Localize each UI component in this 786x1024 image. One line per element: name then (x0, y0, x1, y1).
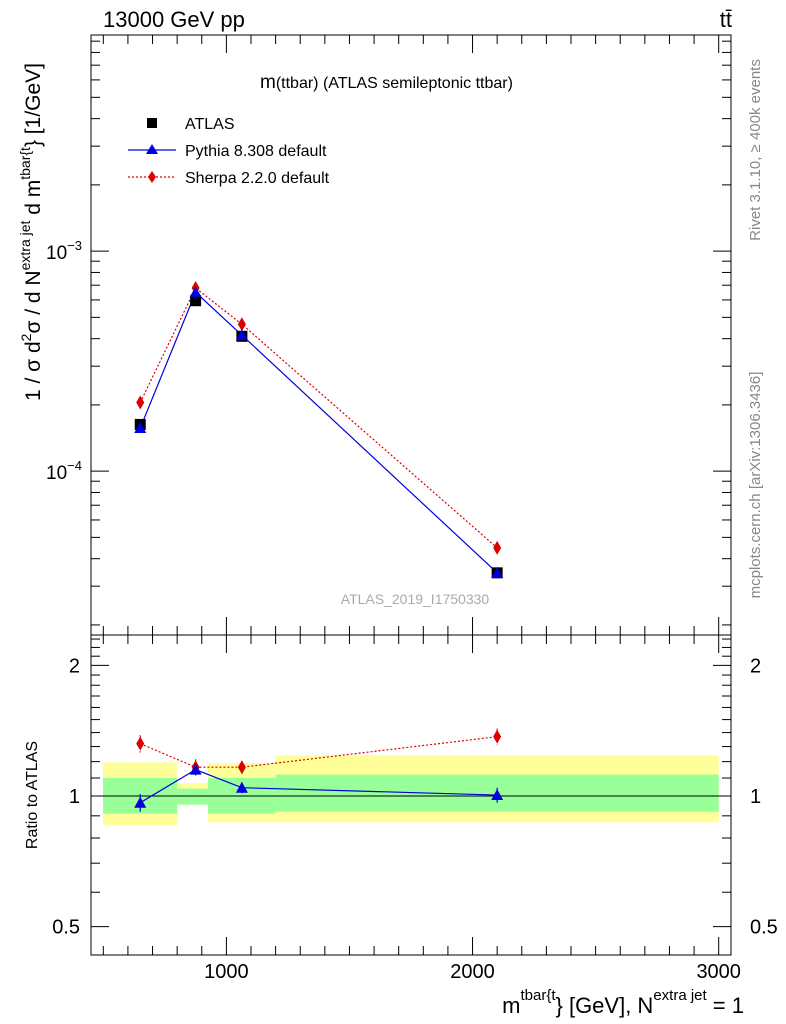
rivet-label: Rivet 3.1.10, ≥ 400k events (747, 59, 764, 241)
process-label: tt̄ (720, 7, 732, 32)
energy-label: 13000 GeV pp (103, 7, 245, 32)
ytick-label-1e-4: 10−4 (46, 458, 82, 484)
main-plot-panel: m(ttbar) (ATLAS semileptonic ttbar) ATLA… (17, 34, 732, 636)
xlabel-part: = 1 (707, 993, 744, 1018)
main-series-points (134, 280, 504, 579)
analysis-watermark: ATLAS_2019_I1750330 (341, 591, 490, 607)
plot-title-main: m (260, 72, 276, 93)
ytick-exp: −3 (67, 238, 82, 253)
ytick-base: 10 (46, 463, 67, 484)
xlabel: mtbar{t} [GeV], Nextra jet = 1 (502, 987, 744, 1018)
ratio-point-triangle (235, 781, 248, 793)
main-series-lines (139, 287, 498, 574)
ratio-ylabel: Ratio to ATLAS (24, 741, 41, 849)
ratio-ytick-label: 2 (69, 655, 80, 677)
legend: ATLAS Pythia 8.308 default Sherpa 2.2.0 … (128, 116, 330, 187)
main-axis-ticks (91, 35, 731, 635)
xlabel-sup: tbar{t (520, 987, 556, 1004)
xtick-label: 3000 (696, 961, 741, 983)
legend-atlas-marker (147, 118, 157, 128)
data-point-diamond (237, 317, 246, 332)
plot-title: m(ttbar) (ATLAS semileptonic ttbar) (260, 72, 513, 93)
legend-sherpa-marker (148, 171, 156, 183)
legend-atlas-label: ATLAS (185, 116, 235, 133)
ratio-point-triangle (189, 763, 202, 775)
ratio-axis-ticks (91, 635, 731, 955)
data-point-triangle (491, 566, 504, 578)
ratio-series-points (134, 728, 504, 812)
xtick-label: 2000 (450, 961, 495, 983)
ratio-point-diamond (136, 736, 145, 751)
data-point-triangle (189, 286, 202, 298)
ratio-ytick-label: 0.5 (52, 917, 80, 939)
ylabel-part: σ / d N (22, 270, 45, 333)
legend-pythia-marker (146, 144, 158, 154)
ratio-point-diamond (237, 760, 246, 775)
ylabel-sup: tbar{t (17, 147, 33, 180)
ratio-ytick-label: 1 (69, 786, 80, 808)
ylabel-sup: extra jet (17, 220, 33, 270)
ylabel-part: 1 / σ d (22, 341, 45, 401)
ylabel-part: } [1/GeV] (22, 63, 45, 147)
ratio-ytick-label-right: 0.5 (750, 917, 778, 939)
ratio-ytick-label-right: 2 (750, 655, 761, 677)
ratio-point-diamond (493, 729, 502, 744)
ratio-plot-frame (90, 634, 732, 956)
xlabel-part: } [GeV], N (556, 993, 654, 1018)
xlabel-part: m (502, 993, 520, 1018)
ratio-point-triangle (134, 796, 147, 808)
plot-title-paren: (ttbar) (276, 75, 319, 92)
ratio-ytick-labels: 2 2 1 1 0.5 0.5 (52, 655, 778, 938)
xtick-labels: 1000 2000 3000 (204, 961, 741, 983)
plot-title-rest: (ATLAS semileptonic ttbar) (319, 75, 513, 92)
xlabel-sup: extra jet (653, 987, 707, 1004)
main-ylabel: 1 / σ d2σ / d Nextra jet d mtbar{t} [1/G… (17, 63, 45, 401)
data-point-triangle (134, 422, 147, 434)
xtick-label: 1000 (204, 961, 249, 983)
ratio-ytick-label-right: 1 (750, 786, 761, 808)
main-ytick-labels: 10−3 10−4 (46, 238, 82, 484)
data-point-square (190, 295, 202, 307)
ratio-point-triangle (491, 789, 504, 801)
series-line-1 (139, 291, 498, 574)
ratio-plot-panel: 2 2 1 1 0.5 0.5 1000 2000 3000 Ratio to ATLAS m… (24, 634, 778, 1018)
ytick-label-1e-3: 10−3 (46, 238, 82, 264)
ylabel-sup: 2 (18, 333, 34, 341)
ytick-exp: −4 (67, 458, 82, 473)
series-line-2 (139, 287, 498, 549)
legend-sherpa-label: Sherpa 2.2.0 default (185, 170, 330, 187)
ytick-base: 10 (46, 243, 67, 264)
ratio-series-lines (139, 736, 498, 804)
legend-pythia-label: Pythia 8.308 default (185, 143, 327, 160)
data-point-diamond (136, 395, 145, 410)
ratio-band-inner (177, 788, 208, 805)
data-point-triangle (235, 329, 248, 341)
ratio-line-0 (139, 768, 498, 804)
mcplots-label: mcplots.cern.ch [arXiv:1306.3436] (747, 372, 764, 599)
ylabel-part: d m (22, 180, 45, 221)
data-point-diamond (493, 540, 502, 555)
